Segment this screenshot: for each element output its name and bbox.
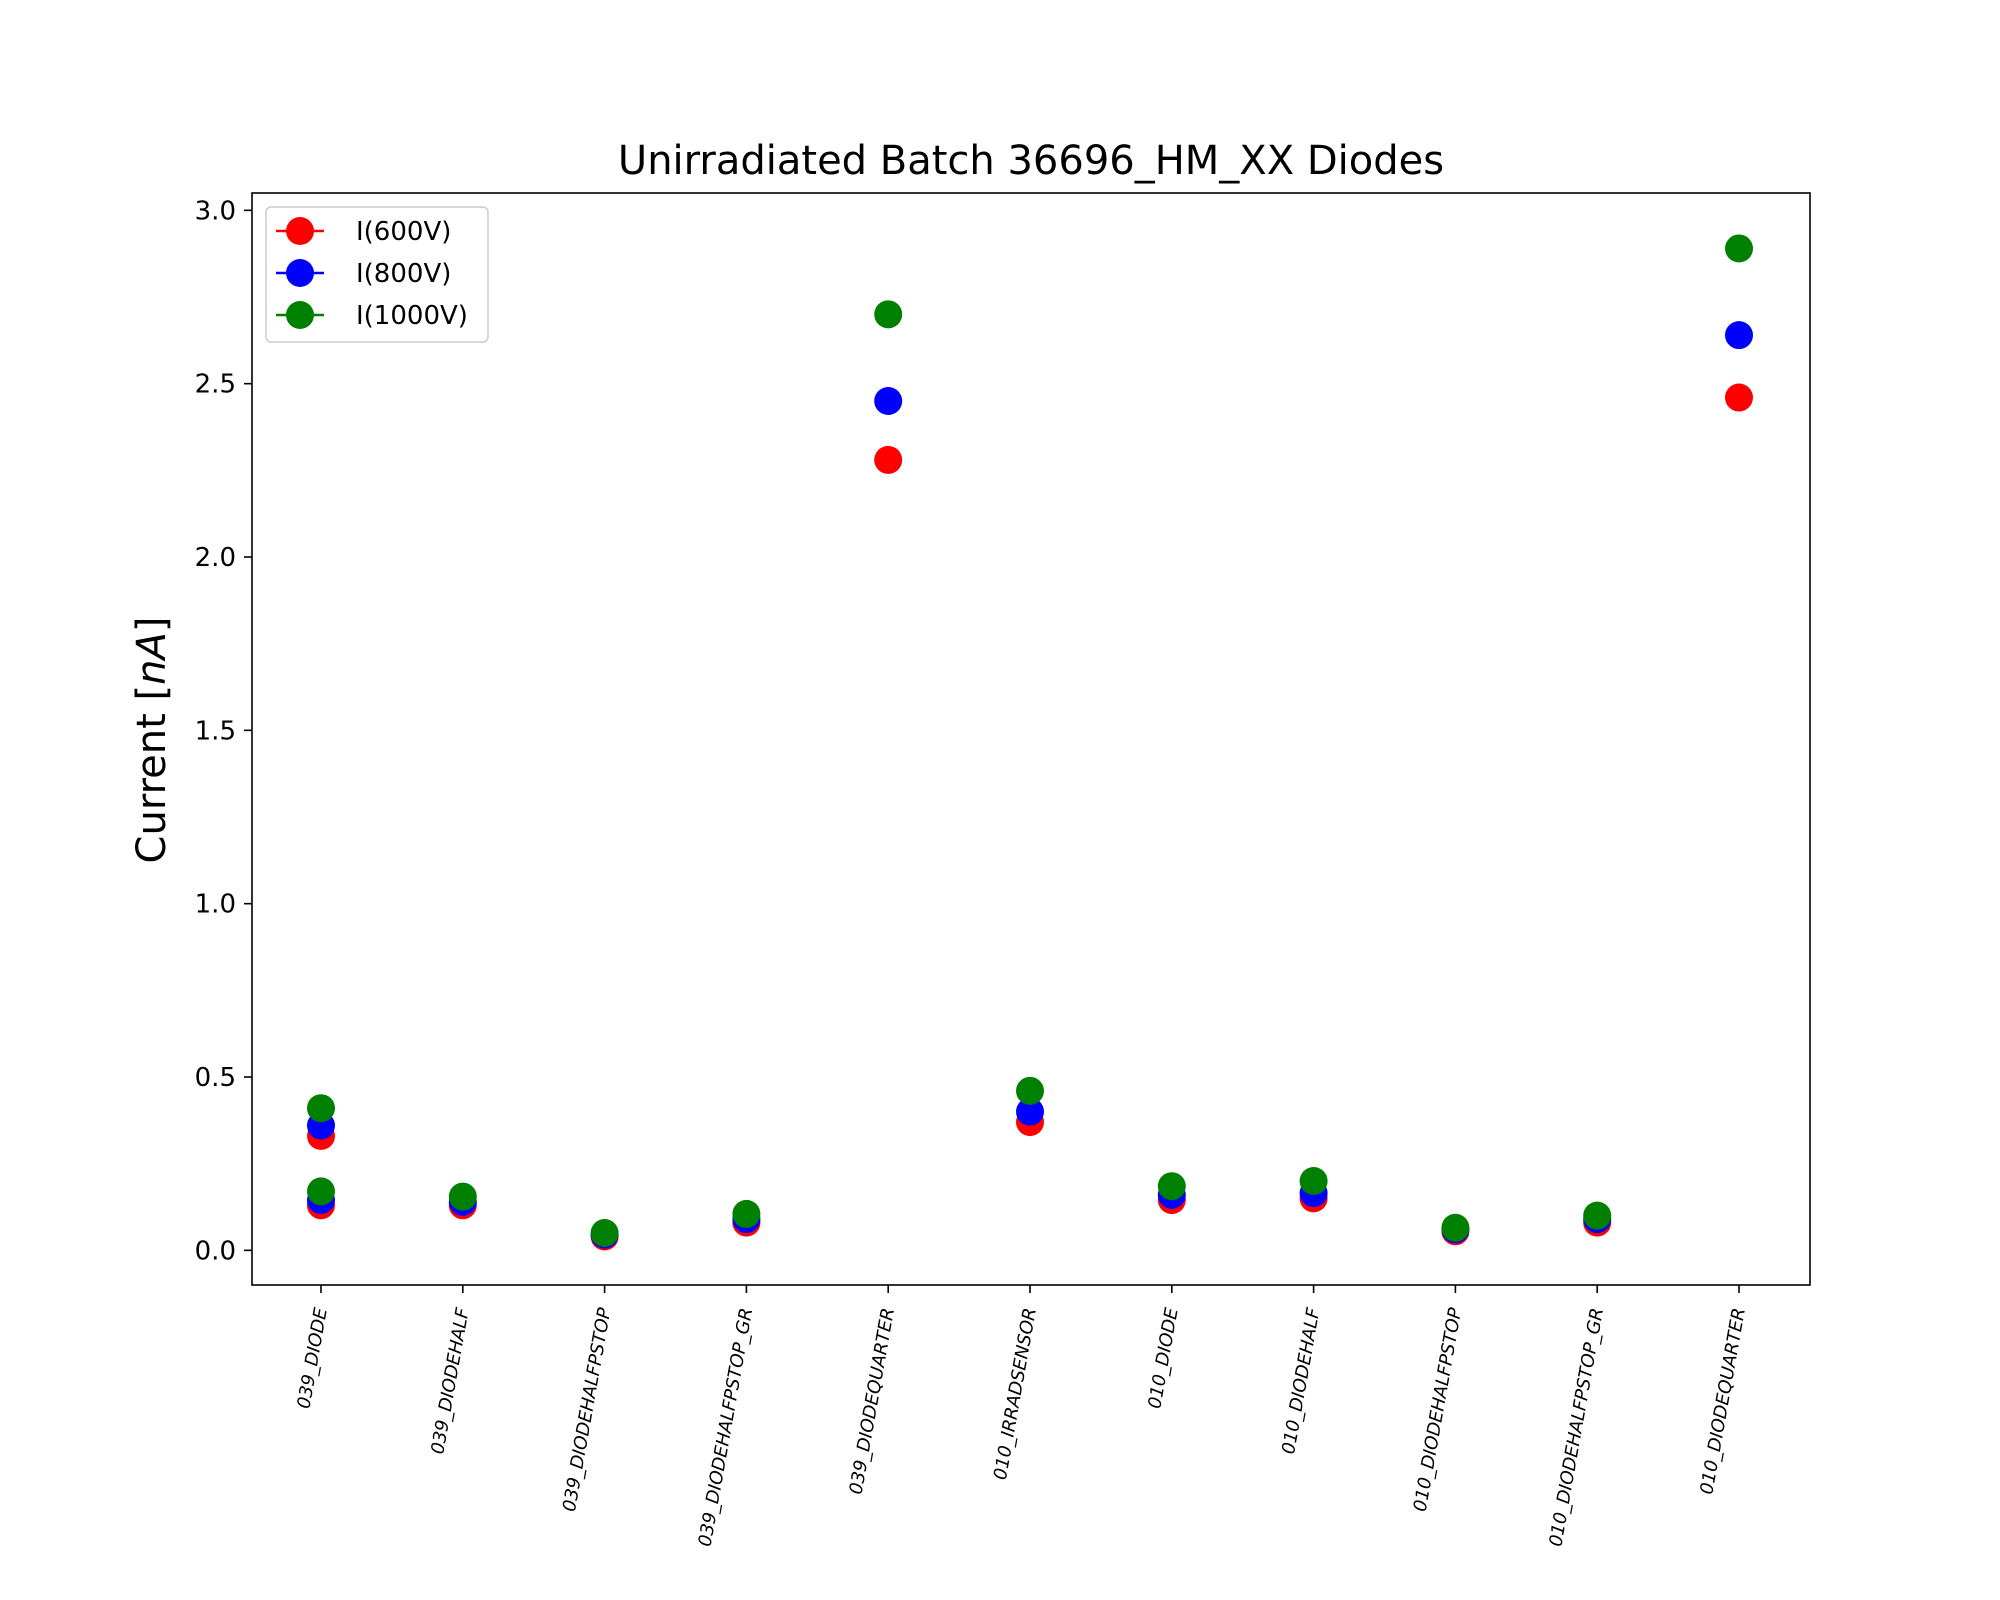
y-tick-label: 1.0 <box>195 890 236 920</box>
y-tick-label: 2.0 <box>195 543 236 573</box>
y-axis-label: Current [nA] <box>129 617 175 864</box>
series-3 <box>307 234 1753 1247</box>
data-point <box>1725 234 1753 263</box>
data-point <box>1016 1097 1044 1126</box>
data-point <box>1441 1213 1470 1242</box>
y-tick-label: 0.0 <box>195 1236 236 1266</box>
legend-marker <box>286 217 314 245</box>
chart-title: Unirradiated Batch 36696_HM_XX Diodes <box>618 138 1444 184</box>
legend-label: I(600V) <box>356 217 451 247</box>
data-point <box>590 1219 619 1247</box>
y-axis-label-text: Current [ <box>129 685 175 864</box>
y-tick-label: 2.5 <box>195 370 236 400</box>
data-point <box>1157 1172 1186 1201</box>
data-point <box>1725 383 1753 412</box>
legend: I(600V) I(800V) I(1000V) <box>265 206 489 343</box>
data-point <box>732 1199 761 1228</box>
legend-marker <box>286 259 314 287</box>
data-point <box>1016 1076 1044 1105</box>
legend-box <box>265 206 489 343</box>
plot-frame <box>251 192 1811 1286</box>
data-point <box>874 445 903 474</box>
plot-area <box>251 192 1811 1286</box>
data-point <box>448 1182 477 1211</box>
data-point <box>874 387 903 415</box>
y-tick-label: 0.5 <box>195 1063 236 1093</box>
y-axis-label-unit: nA <box>129 632 175 685</box>
data-point <box>874 300 903 329</box>
legend-label: I(800V) <box>356 259 451 289</box>
y-axis-label-close: ] <box>129 617 175 633</box>
y-tick-label: 1.5 <box>195 716 236 746</box>
data-point <box>307 1094 335 1123</box>
data-point <box>1583 1201 1612 1230</box>
data-point <box>1299 1167 1328 1195</box>
data-point <box>307 1177 335 1206</box>
y-tick-label: 3.0 <box>195 196 236 226</box>
data-point <box>1725 321 1753 350</box>
y-axis: 0.0 0.5 1.0 1.5 2.0 2.5 3.0 <box>195 196 252 1266</box>
legend-label: I(1000V) <box>356 301 468 331</box>
legend-marker <box>286 301 314 329</box>
